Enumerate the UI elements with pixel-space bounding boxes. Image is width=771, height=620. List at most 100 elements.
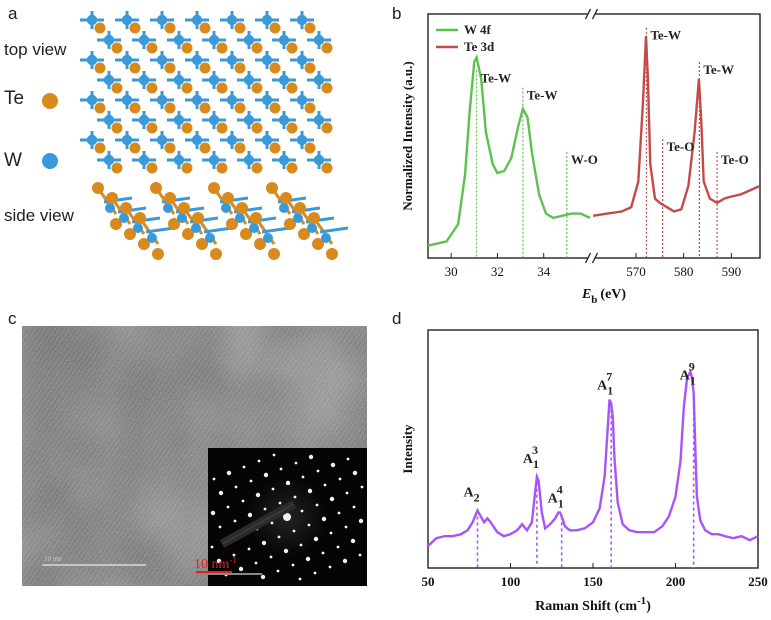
axis-break-mark (584, 252, 592, 264)
x-tick-label: 150 (583, 574, 603, 589)
series-line-w-4f (427, 53, 591, 247)
w-atom (156, 54, 168, 66)
te-atom (321, 162, 333, 174)
diffraction-spot (226, 470, 232, 476)
w-atom (119, 213, 129, 223)
te-atom (164, 22, 176, 34)
w-atom (243, 34, 255, 46)
x-tick-label: 32 (491, 264, 504, 279)
te-atom (92, 182, 104, 194)
te-atom (129, 22, 141, 34)
y-axis-label: Normalized Intensity (a.u.) (400, 61, 415, 211)
diffraction-spot (261, 540, 267, 546)
te-atom (168, 218, 180, 230)
te-atom (269, 22, 281, 34)
te-atom (294, 202, 306, 214)
diffraction-spot (257, 459, 261, 463)
panel-label-b: b (392, 4, 402, 23)
annotation-label: Te-W (650, 28, 681, 43)
diffraction-spot (360, 485, 364, 489)
w-atom (208, 74, 220, 86)
w-atom (138, 34, 150, 46)
w-atom (173, 114, 185, 126)
te-atom (199, 142, 211, 154)
diffraction-spot (329, 496, 335, 502)
w-atom (133, 223, 143, 233)
w-atom (121, 134, 133, 146)
panel-label-d: d (392, 309, 402, 328)
w-atom (261, 14, 273, 26)
te-atom (192, 212, 204, 224)
diffraction-spot (233, 519, 237, 523)
panel-label-c: c (8, 309, 17, 328)
diffraction-spot (330, 462, 336, 468)
te-atom (164, 102, 176, 114)
diffraction-spot (247, 512, 253, 518)
te-atom (199, 62, 211, 74)
raman-series-line (427, 368, 759, 547)
w-atom (226, 54, 238, 66)
diffraction-spot (212, 477, 216, 481)
legend-label: Te 3d (464, 39, 495, 54)
diffraction-spot (260, 574, 266, 580)
legend-te-atom-icon (42, 93, 58, 109)
te-atom (286, 82, 298, 94)
te-atom (250, 212, 262, 224)
x-tick-label: 50 (422, 574, 435, 589)
w-atom (243, 154, 255, 166)
w-atom (296, 14, 308, 26)
x-axis-label: Eb (eV) (581, 287, 626, 305)
te-atom (178, 202, 190, 214)
diffraction-spot (352, 470, 358, 476)
w-atom (86, 54, 98, 66)
te-atom (150, 182, 162, 194)
diffraction-spot (342, 558, 348, 564)
diffraction-spot (283, 548, 289, 554)
diffraction-spot (329, 531, 333, 535)
peak-label: A17 (597, 370, 613, 398)
annotation-label: Te-W (527, 88, 558, 103)
w-atom (156, 134, 168, 146)
w-atom (221, 203, 231, 213)
w-atom (208, 154, 220, 166)
diffraction-spot (263, 472, 269, 478)
w-atom (263, 233, 273, 243)
diffraction-spot (328, 565, 332, 569)
side-bond (319, 226, 349, 234)
w-atom (156, 94, 168, 106)
te-atom (146, 122, 158, 134)
te-atom (251, 42, 263, 54)
diffraction-spot (270, 521, 274, 525)
diffraction-spot (294, 461, 298, 465)
w-atom (86, 94, 98, 106)
te-atom (268, 248, 280, 260)
w-atom (313, 154, 325, 166)
diffraction-spot (307, 523, 311, 527)
w-atom (293, 213, 303, 223)
te-atom (308, 212, 320, 224)
te-atom (208, 182, 220, 194)
x-tick-label: 34 (537, 264, 551, 279)
structure-drawing (42, 11, 349, 260)
w-atom (147, 233, 157, 243)
diffraction-spot (323, 483, 327, 487)
diffraction-spot (313, 571, 317, 575)
diffraction-spot (218, 525, 222, 529)
w-atom (121, 94, 133, 106)
te-atom (236, 202, 248, 214)
annotation-label: Te-W (703, 62, 734, 77)
diffraction-spot (226, 505, 230, 509)
w-atom (296, 54, 308, 66)
x-tick-label: 30 (445, 264, 458, 279)
te-atom (110, 218, 122, 230)
te-atom (312, 238, 324, 250)
te-atom (286, 122, 298, 134)
w-atom (103, 34, 115, 46)
x-axis-label: Raman Shift (cm-1) (535, 595, 651, 614)
xps-chart: 30 32 34 570 580 590 Te-W Te-W W-O Te-W Te-O Te-W Te… (400, 8, 761, 305)
w-atom (261, 134, 273, 146)
te-atom (251, 162, 263, 174)
te-atom (124, 228, 136, 240)
hrtem-image: 10 nm 10 nm-1 (22, 326, 367, 586)
side-view-label: side view (4, 206, 74, 225)
